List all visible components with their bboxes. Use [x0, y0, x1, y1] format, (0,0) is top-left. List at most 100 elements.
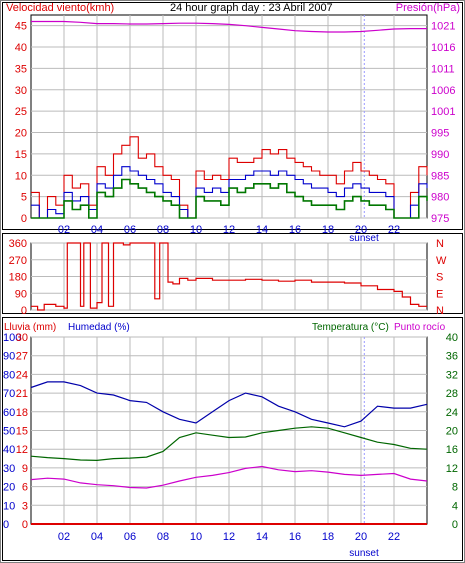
- temperature-tick: 40: [446, 332, 458, 344]
- series-humidity: [30, 381, 428, 428]
- humidity-axis-label: Humedad (%): [68, 322, 130, 333]
- humidity-tick: 60: [3, 407, 15, 419]
- pressure-tick: 975: [431, 213, 449, 225]
- pressure-tick: 990: [431, 149, 449, 161]
- wind-x-tick: 02: [58, 224, 70, 236]
- temperature-tick: 8: [452, 482, 458, 494]
- humidity-x-tick: 18: [322, 531, 334, 543]
- humidity-x-tick: 14: [256, 531, 268, 543]
- rain-tick: 12: [16, 444, 28, 456]
- wind-speed-tick: 0: [21, 213, 27, 225]
- humidity-x-tick: 02: [58, 531, 70, 543]
- humidity-tick: 20: [3, 482, 15, 494]
- rain-tick: 18: [16, 407, 28, 419]
- temperature-tick: 36: [446, 351, 458, 363]
- wind-speed-tick: 45: [15, 21, 27, 33]
- humidity-tick: 0: [3, 519, 9, 531]
- temperature-tick: 16: [446, 444, 458, 456]
- temperature-axis-label: Temperatura (°C): [312, 322, 389, 333]
- humidity-x-tick: 20: [355, 531, 367, 543]
- wind-speed-tick: 20: [15, 128, 27, 140]
- wind-speed-tick: 35: [15, 63, 27, 75]
- direction-tick: 90: [15, 288, 27, 300]
- rain-tick: 15: [16, 426, 28, 438]
- series-dewpoint: [30, 465, 428, 489]
- temperature-tick: 20: [446, 426, 458, 438]
- wind-speed-tick: 15: [15, 149, 27, 161]
- wind-x-tick: 22: [388, 224, 400, 236]
- pressure-tick: 980: [431, 192, 449, 204]
- wind-speed-axis-label: Velocidad viento(kmh): [6, 2, 114, 14]
- rain-tick: 6: [22, 482, 28, 494]
- rain-tick: 30: [16, 332, 28, 344]
- humidity-x-tick: 08: [157, 531, 169, 543]
- wind-x-tick: 20: [355, 224, 367, 236]
- tick-labels: 0510152025303540459759809859909951001100…: [3, 21, 458, 543]
- rain-tick: 21: [16, 388, 28, 400]
- compass-label: W: [436, 255, 447, 267]
- rain-tick: 3: [22, 500, 28, 512]
- rain-tick: 9: [22, 463, 28, 475]
- humidity-x-tick: 04: [91, 531, 103, 543]
- data-series: [30, 20, 428, 525]
- wind-x-tick: 16: [289, 224, 301, 236]
- sunset-label-bottom: sunset: [349, 548, 379, 559]
- wind-x-tick: 12: [223, 224, 235, 236]
- pressure-tick: 1006: [431, 85, 455, 97]
- humidity-x-tick: 22: [388, 531, 400, 543]
- direction-tick: 360: [9, 238, 27, 250]
- wind-speed-tick: 30: [15, 85, 27, 97]
- dewpoint-axis-label: Punto rocío: [394, 322, 446, 333]
- temperature-tick: 24: [446, 407, 458, 419]
- wind-speed-tick: 40: [15, 42, 27, 54]
- humidity-tick: 90: [3, 351, 15, 363]
- humidity-tick: 50: [3, 426, 15, 438]
- rain-tick: 27: [16, 351, 28, 363]
- humidity-tick: 70: [3, 388, 15, 400]
- panel-mid-frame: [2, 233, 463, 314]
- humidity-x-tick: 10: [190, 531, 202, 543]
- pressure-tick: 1011: [431, 63, 455, 75]
- chart-title: 24 hour graph day : 23 Abril 2007: [170, 2, 333, 14]
- humidity-x-tick: 16: [289, 531, 301, 543]
- wind-x-tick: 18: [322, 224, 334, 236]
- wind-x-tick: 06: [124, 224, 136, 236]
- pressure-axis-label: Presión(hPa): [396, 2, 460, 14]
- wind-speed-tick: 10: [15, 170, 27, 182]
- compass-label: N: [436, 305, 444, 317]
- series-wind-direction: [31, 242, 427, 311]
- direction-tick: 270: [9, 255, 27, 267]
- pressure-tick: 995: [431, 128, 449, 140]
- panel-top-frame: [2, 2, 463, 230]
- pressure-tick: 1001: [431, 106, 455, 118]
- wind-x-tick: 04: [91, 224, 103, 236]
- wind-x-tick: 10: [190, 224, 202, 236]
- compass-label: S: [436, 272, 443, 284]
- humidity-tick: 100: [3, 332, 21, 344]
- panel-bottom-frame: [2, 317, 463, 561]
- temperature-tick: 12: [446, 463, 458, 475]
- direction-tick: 180: [9, 272, 27, 284]
- wind-speed-tick: 25: [15, 106, 27, 118]
- humidity-tick: 80: [3, 369, 15, 381]
- humidity-tick: 10: [3, 500, 15, 512]
- humidity-x-tick: 12: [223, 531, 235, 543]
- wind-x-tick: 08: [157, 224, 169, 236]
- humidity-x-tick: 06: [124, 531, 136, 543]
- rain-tick: 0: [22, 519, 28, 531]
- compass-label: E: [436, 288, 443, 300]
- humidity-tick: 30: [3, 463, 15, 475]
- series-temperature: [30, 426, 428, 462]
- sunset-label-top: sunset: [349, 233, 379, 244]
- pressure-tick: 1016: [431, 42, 455, 54]
- temperature-tick: 28: [446, 388, 458, 400]
- series-pressure: [31, 20, 427, 33]
- wind-speed-tick: 5: [21, 192, 27, 204]
- pressure-tick: 1021: [431, 21, 455, 33]
- rain-axis-label: Lluvia (mm): [4, 322, 56, 333]
- direction-tick: 0: [21, 305, 27, 317]
- temperature-tick: 32: [446, 369, 458, 381]
- temperature-tick: 0: [452, 519, 458, 531]
